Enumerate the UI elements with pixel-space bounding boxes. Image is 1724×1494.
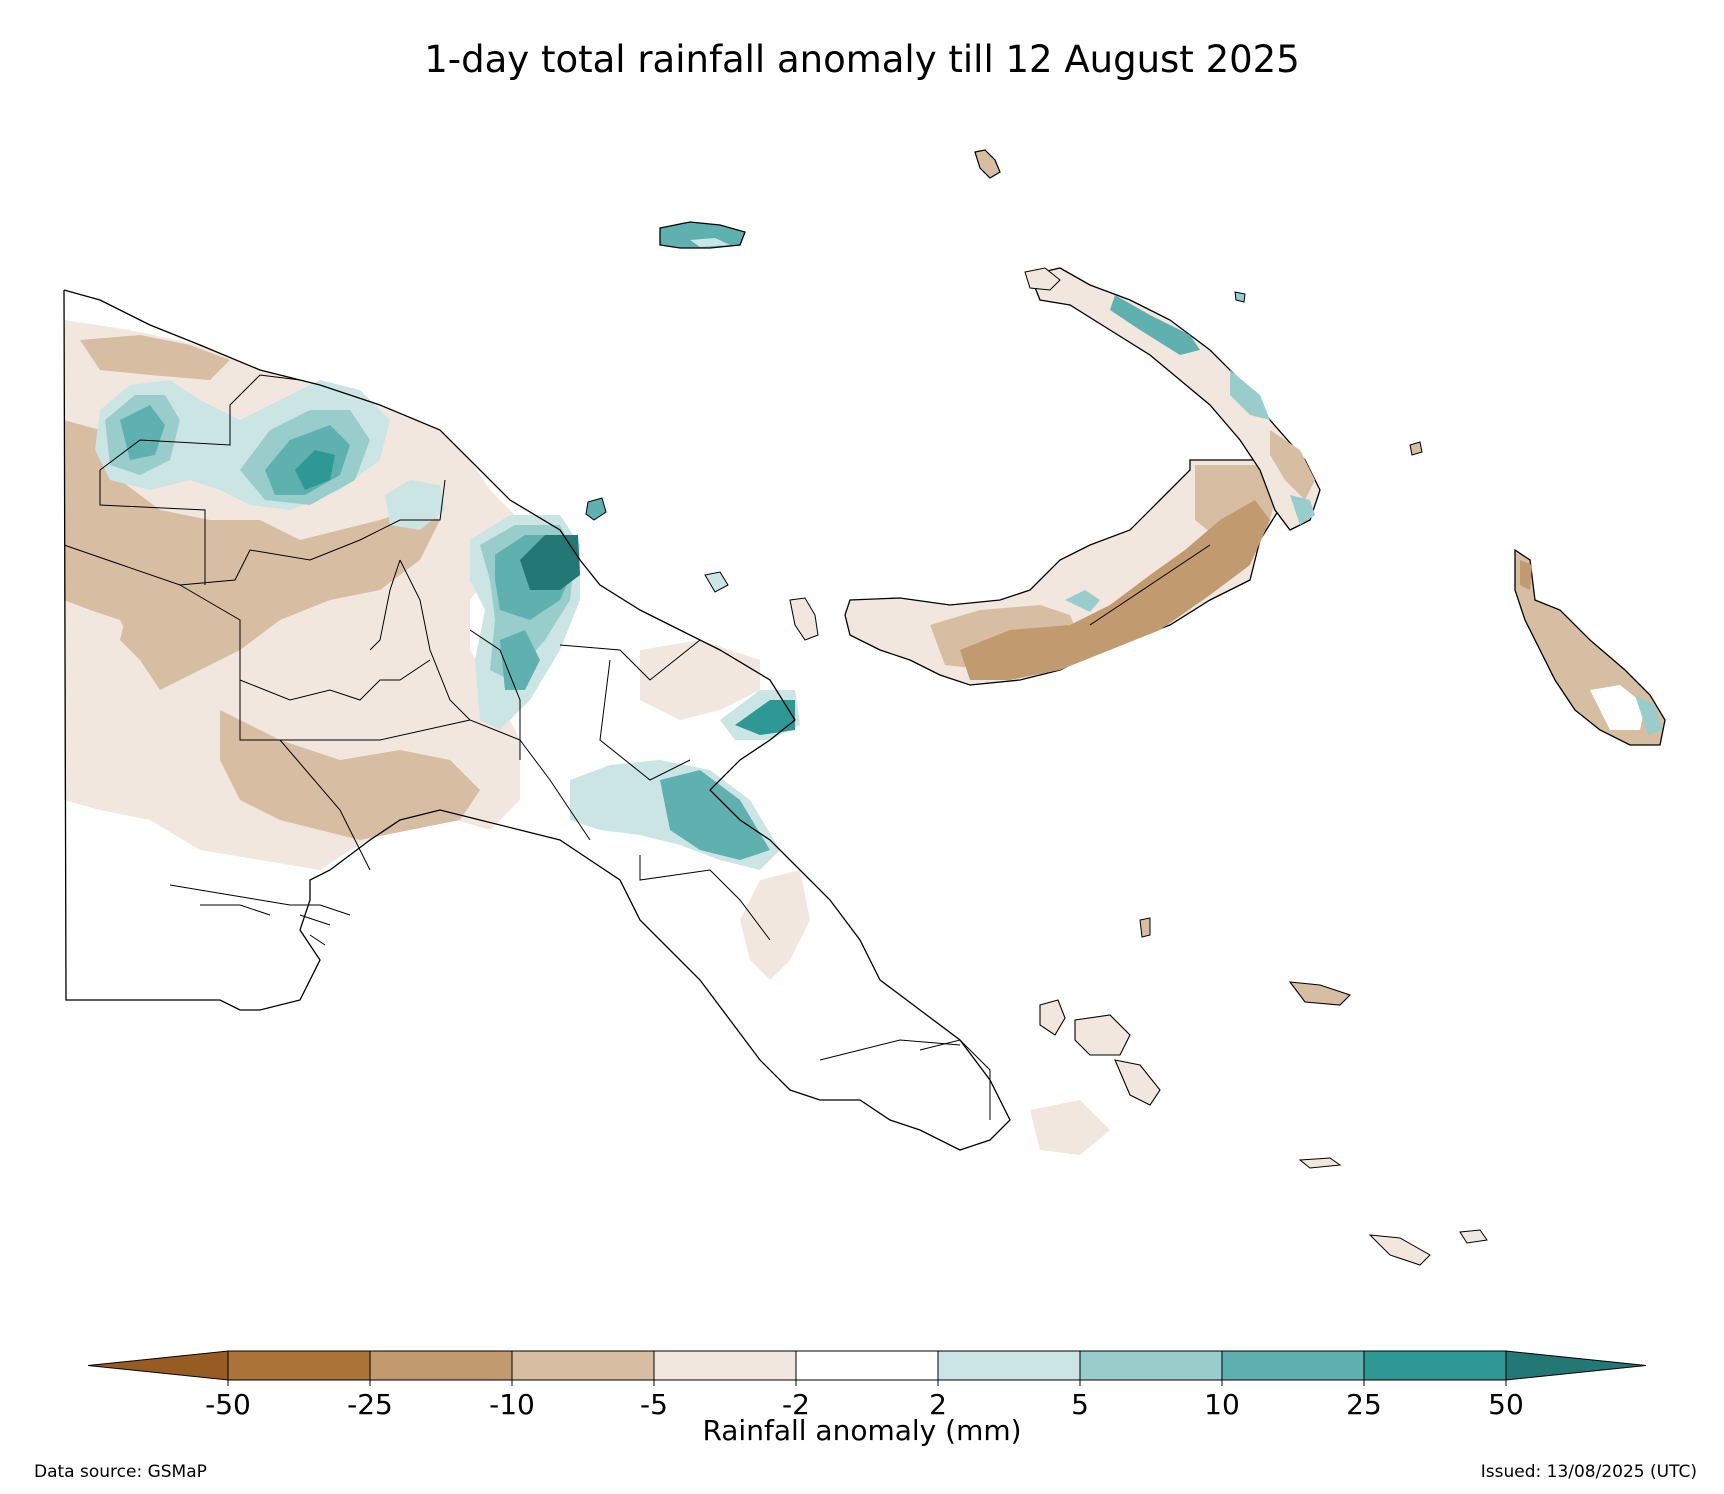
new-britain-teal xyxy=(1065,590,1100,612)
colorbar-bin xyxy=(1363,1350,1507,1381)
region-teal-dark-north xyxy=(295,450,335,490)
goodenough-island xyxy=(1039,999,1066,1036)
region-teal-strong-morobe xyxy=(660,770,770,860)
new-hanover xyxy=(1024,267,1061,291)
manus-white xyxy=(690,238,730,247)
colorbar-tick-label: -5 xyxy=(640,1388,668,1421)
colorbar-tick-label: 10 xyxy=(1204,1388,1240,1421)
colorbar-tick-label: 2 xyxy=(929,1388,947,1421)
long-island xyxy=(704,571,729,593)
new-ireland-teal-light xyxy=(1230,370,1270,420)
colorbar-bin xyxy=(1221,1350,1365,1381)
bougainville-white xyxy=(1590,685,1645,730)
colorbar-over-arrow xyxy=(1505,1350,1647,1381)
emirau-island xyxy=(1234,291,1246,303)
bougainville-brown-dark xyxy=(1520,560,1532,590)
colorbar-tick-label: 50 xyxy=(1488,1388,1524,1421)
colorbar-group xyxy=(87,1350,1647,1381)
bougainville-teal xyxy=(1635,695,1662,735)
colorbar-ticks: -50 -25 -10 -5 -2 2 5 10 25 50 xyxy=(205,1380,1524,1421)
southeast-islands xyxy=(1039,917,1488,1266)
province-borders xyxy=(63,374,991,1120)
rainfall-anomaly-map xyxy=(63,149,1666,1266)
new-britain xyxy=(844,459,1286,686)
colorbar-tick-label: -50 xyxy=(205,1388,251,1421)
colorbar-bin xyxy=(227,1350,371,1381)
tagula-island xyxy=(1368,1234,1431,1266)
issued-note: Issued: 13/08/2025 (UTC) xyxy=(1480,1462,1697,1482)
woodlark-island xyxy=(1288,981,1352,1006)
bougainville xyxy=(1514,548,1666,746)
rossel-island xyxy=(1459,1229,1488,1244)
new-ireland-brown xyxy=(1270,430,1315,500)
colorbar-bin xyxy=(653,1350,797,1381)
new-britain-border xyxy=(1089,544,1211,626)
misima-island xyxy=(1298,1157,1342,1169)
mussau-island xyxy=(974,149,1001,179)
colorbar-bin xyxy=(937,1350,1081,1381)
colorbar-bin xyxy=(1079,1350,1223,1381)
region-brown-light-southeast xyxy=(740,870,810,980)
umboi-island xyxy=(789,597,819,641)
manus-land xyxy=(659,221,746,249)
northern-islands xyxy=(585,149,1423,641)
region-teal-light-east1 xyxy=(385,480,445,530)
region-brown-light-huon xyxy=(640,640,760,720)
source-note: Data source: GSMaP xyxy=(34,1462,207,1482)
region-brown-light-southeast2 xyxy=(1030,1100,1110,1155)
mainland xyxy=(63,289,1110,1155)
new-ireland xyxy=(1029,267,1321,531)
mainland-coastline xyxy=(63,289,1011,1151)
region-teal-max-madang xyxy=(520,535,580,590)
colorbar-label: Rainfall anomaly (mm) xyxy=(702,1414,1022,1447)
new-ireland-teal-south xyxy=(1290,495,1315,525)
map-title: 1-day total rainfall anomaly till 12 Aug… xyxy=(424,38,1300,81)
trobriand-island xyxy=(1139,917,1151,938)
colorbar-bin xyxy=(795,1350,939,1381)
colorbar-tick-label: 25 xyxy=(1346,1388,1382,1421)
new-britain-brown-dark xyxy=(960,500,1270,680)
colorbar-tick-label: -10 xyxy=(489,1388,535,1421)
colorbar-tick-label: -25 xyxy=(347,1388,393,1421)
new-ireland-teal xyxy=(1110,295,1200,355)
colorbar-bin xyxy=(511,1350,655,1381)
fergusson-island xyxy=(1074,1014,1131,1056)
region-teal-dark-huon xyxy=(735,700,795,735)
lihir-island xyxy=(1409,441,1423,456)
fly-delta xyxy=(169,884,351,946)
colorbar-under-arrow xyxy=(87,1350,229,1381)
region-brown-mid-central xyxy=(120,600,170,660)
normanby-island xyxy=(1114,1059,1161,1106)
colorbar-bin xyxy=(369,1350,513,1381)
region-brown-mid-north xyxy=(80,335,230,380)
karkar-island xyxy=(585,497,607,521)
colorbar-tick-label: -2 xyxy=(782,1388,810,1421)
region-brown-mid-southwest xyxy=(220,710,480,840)
colorbar-tick-label: 5 xyxy=(1071,1388,1089,1421)
